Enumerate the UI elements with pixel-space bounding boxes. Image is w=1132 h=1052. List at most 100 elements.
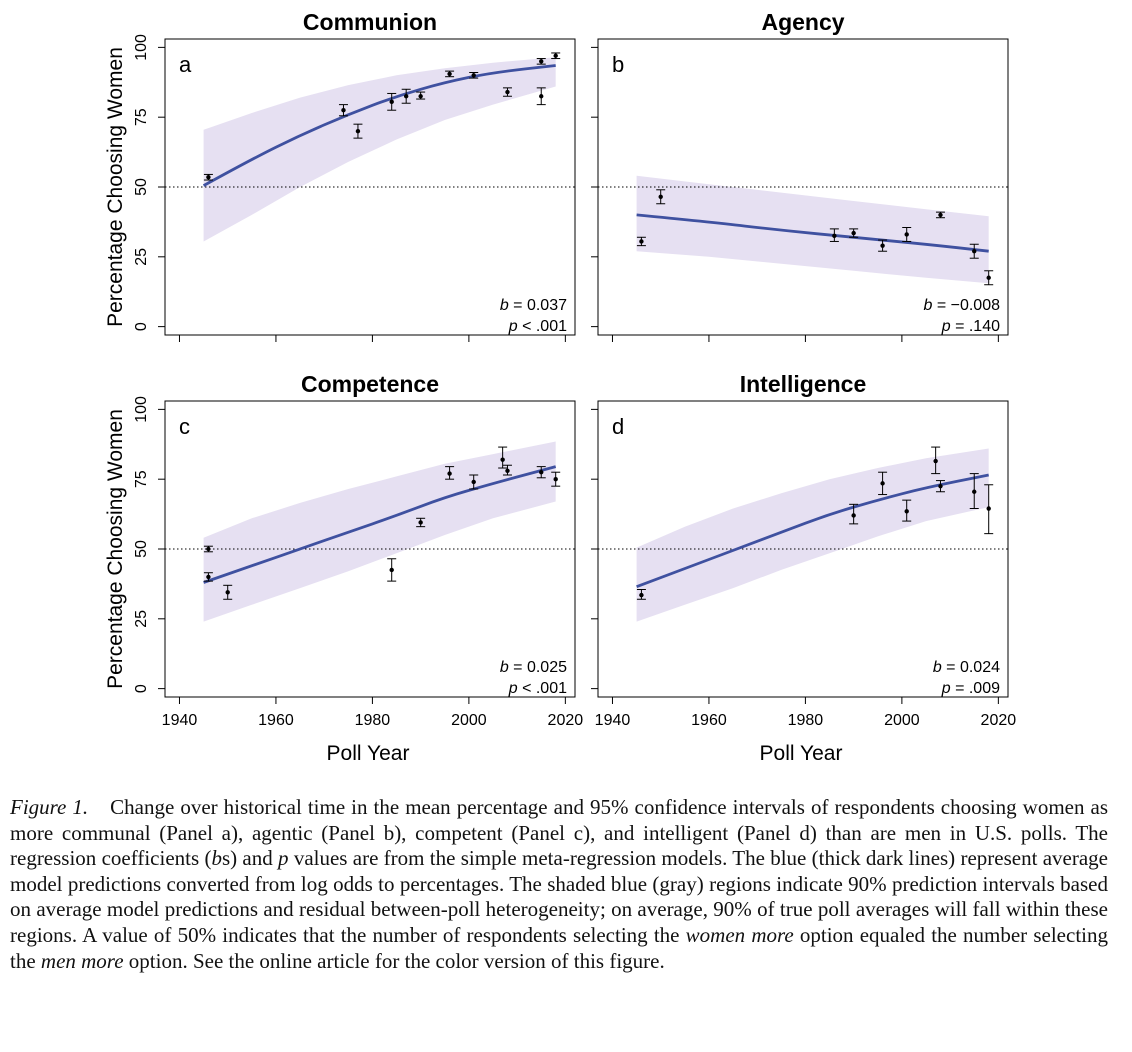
point-marker <box>539 94 544 99</box>
panel-d: 1940 1960 1980 2000 2020 Intelligence d b = 0.0… <box>591 371 1016 765</box>
data-point <box>935 211 945 219</box>
stat-p-symbol: p <box>941 680 951 697</box>
panel-b: Agency b b = −0.008 p = .140 <box>591 9 1009 342</box>
panel-letter: d <box>612 414 624 439</box>
data-point <box>387 92 397 111</box>
point-marker <box>341 108 346 113</box>
data-point <box>353 123 363 139</box>
point-marker <box>447 71 452 77</box>
data-point <box>445 466 455 480</box>
data-point <box>469 474 479 490</box>
data-point <box>502 464 512 476</box>
data-point <box>445 70 455 78</box>
data-point <box>416 91 426 100</box>
fit-line <box>636 213 989 253</box>
panel-c: 0 25 50 75 100 1940 1960 1980 2000 2020 Competence… <box>104 371 583 765</box>
stat-p-symbol: p <box>941 318 951 335</box>
x-tick-label: 2000 <box>884 712 920 729</box>
data-point <box>536 87 546 106</box>
stat-b: b = 0.037 <box>500 297 567 314</box>
point-marker <box>880 243 885 248</box>
data-point <box>829 228 839 242</box>
y-axis-title: Percentage Choosing Women <box>104 409 127 689</box>
stat-p: p < .001 <box>508 318 567 335</box>
data-point <box>878 239 888 252</box>
data-point <box>223 584 233 600</box>
caption-segment: values are from the simple meta-regressi… <box>10 846 1108 947</box>
x-axis-title: Poll Year <box>760 742 843 765</box>
y-tick-label: 50 <box>133 540 150 558</box>
point-marker <box>206 175 211 180</box>
y-tick-label: 25 <box>133 610 150 628</box>
point-marker <box>904 232 909 237</box>
stat-b-value: = −0.008 <box>932 297 1000 314</box>
data-point <box>969 243 979 259</box>
point-marker <box>938 212 943 218</box>
y-tick-label: 50 <box>133 178 150 196</box>
data-point <box>536 466 546 479</box>
point-marker <box>539 59 544 64</box>
data-point <box>878 471 888 496</box>
caption-body: Change over historical time in the mean … <box>10 795 1108 973</box>
data-point <box>498 446 508 469</box>
x-tick-label: 1960 <box>691 712 727 729</box>
point-marker <box>851 230 856 236</box>
point-marker <box>851 513 856 518</box>
data-point <box>636 236 646 247</box>
fit-line <box>636 473 989 589</box>
data-point <box>203 545 213 553</box>
y-tick-label: 75 <box>133 470 150 488</box>
point-marker <box>471 479 476 485</box>
point-marker <box>225 590 230 595</box>
prediction-band <box>636 448 989 622</box>
point-marker <box>986 275 991 280</box>
panel-title: Intelligence <box>740 371 867 397</box>
stat-p-symbol: p <box>508 680 518 697</box>
panel-a: 0 25 50 75 100 Communion a b = 0.037 p < .001 Per… <box>104 9 576 342</box>
panel-letter: c <box>179 414 190 439</box>
point-marker <box>986 506 991 511</box>
point-marker <box>972 489 977 494</box>
data-point <box>849 503 859 525</box>
stat-b-value: = 0.025 <box>509 659 567 676</box>
x-tick-label: 2020 <box>548 712 584 729</box>
data-point <box>636 588 646 600</box>
x-tick-label: 1980 <box>788 712 824 729</box>
point-marker <box>471 73 476 78</box>
y-axis-title: Percentage Choosing Women <box>104 47 127 327</box>
panel-title: Communion <box>303 9 437 35</box>
plot-area <box>165 52 575 242</box>
prediction-band <box>203 57 556 242</box>
data-point <box>469 72 479 79</box>
fit-line <box>202 64 556 187</box>
figure-caption: Figure 1. Change over historical time in … <box>10 795 1108 974</box>
point-marker <box>553 53 558 58</box>
stat-p: p = .140 <box>941 318 1000 335</box>
y-tick-label: 100 <box>133 396 150 423</box>
stat-b: b = −0.008 <box>923 297 1000 314</box>
caption-segment: p <box>278 846 289 871</box>
data-point <box>931 446 941 475</box>
y-tick-label: 75 <box>133 108 150 126</box>
point-marker <box>639 239 644 244</box>
data-point <box>935 480 945 493</box>
point-marker <box>206 574 211 580</box>
x-tick-label: 2000 <box>451 712 487 729</box>
data-point <box>338 104 348 117</box>
data-point <box>551 471 561 487</box>
stat-b-value: = 0.024 <box>942 659 1000 676</box>
point-marker <box>553 476 558 482</box>
data-point <box>203 173 213 181</box>
data-point <box>203 572 213 582</box>
data-point <box>656 189 666 205</box>
prediction-band <box>636 175 989 284</box>
x-tick-label: 1960 <box>258 712 294 729</box>
fit-line <box>203 465 557 584</box>
point-marker <box>418 94 423 99</box>
data-point <box>387 558 397 582</box>
panel-title: Agency <box>761 9 844 35</box>
panel-letter: b <box>612 52 624 77</box>
stat-p-value: = .140 <box>951 318 1000 335</box>
point-marker <box>933 458 938 464</box>
stat-b-symbol: b <box>500 659 509 676</box>
